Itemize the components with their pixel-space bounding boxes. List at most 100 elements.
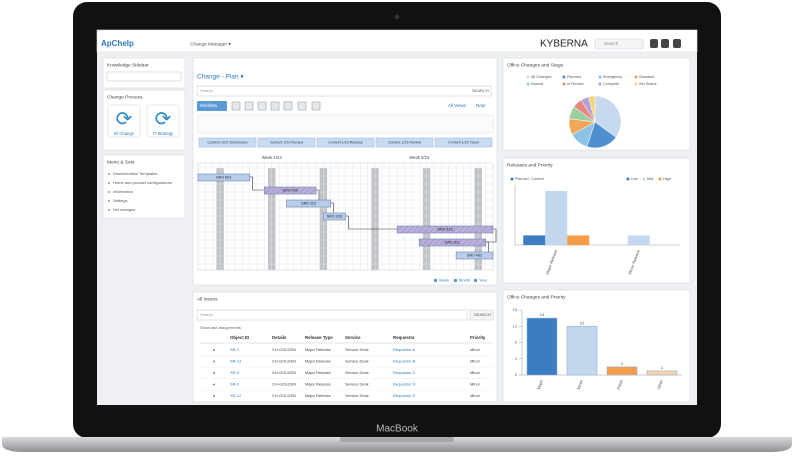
task-label: SR0 112 [301,201,317,206]
search-box[interactable] [594,38,644,50]
y-tick-label: 12 [513,323,518,328]
table-cell: Service Desk [345,393,369,398]
column-header [375,137,434,148]
top-icon[interactable] [661,39,669,48]
task-bar[interactable] [197,173,250,182]
table-cell: Requestor B [393,359,416,364]
table-header: Priority [470,335,486,340]
device-label: MacBook [376,424,419,435]
row-bullet [213,395,215,397]
column-header-label: Content 1/23 Review [270,140,304,144]
bar [567,235,590,245]
task-label: SR0 002 [282,188,298,193]
table-cell: Minor [470,382,481,387]
legend-swatch [598,75,602,79]
issues-search-button-label: SEARCH [474,312,491,317]
menu-item[interactable]: Information [113,189,133,194]
table-cell: Service Desk [345,347,369,352]
y-tick-label: 0 [515,372,518,377]
toolbar-icon[interactable] [283,101,293,111]
legend-swatch [562,75,566,79]
legend-swatch [526,177,530,181]
footer-label[interactable]: Year [479,278,488,283]
toolbar-icon[interactable] [244,101,254,111]
toolbar-button[interactable] [197,101,227,111]
top-icon[interactable] [650,39,658,48]
plan-link[interactable]: All Views [448,103,467,108]
toolbar-icon[interactable] [297,101,307,111]
timeline-strip [197,114,494,134]
plan-search-button[interactable]: SEARCH [472,88,489,93]
table-cell[interactable]: SR-3 [230,382,240,387]
task-label: SR0 203 [327,214,343,219]
issues-subtitle: Show last assignments [200,325,241,330]
legend-swatch [658,177,662,181]
menu-bullet [108,209,110,211]
footer-label[interactable]: Week [439,278,449,283]
table-cell: Requestor C [393,370,416,375]
top-bar [96,29,698,53]
plan-link[interactable]: Repr [476,103,486,108]
panel-title: Knowledge Sidebar [107,62,149,68]
footer-label[interactable]: Month [459,278,470,283]
table-cell: CH-GOLDEN [272,359,296,364]
task-bar[interactable] [323,212,346,221]
column-header-label: Content 1/23 Review [388,140,422,144]
y-tick-label: 8 [515,340,518,345]
menu-bullet [108,191,110,193]
toolbar-icon[interactable] [231,101,241,111]
legend-label: Current [531,177,545,181]
pie-slice [588,95,596,123]
legend-label: Complete [603,82,619,86]
sidebar-input[interactable] [106,71,182,82]
process-tile[interactable] [146,104,180,138]
plan-search[interactable] [196,85,492,97]
bar [566,325,598,376]
table-cell: Major Release [305,393,332,398]
table-cell[interactable]: SR-5 [230,370,240,375]
toolbar-icon[interactable] [257,101,267,111]
legend-swatch [562,82,566,86]
toolbar-label: Workflow [200,103,218,108]
table-cell: Minor [470,359,481,364]
table-cell[interactable]: SR-12 [230,393,242,398]
logo[interactable]: ApChelp [101,39,134,48]
task-hatch [419,239,486,246]
table-header: Object ID [230,335,249,340]
table-header: Service [345,335,361,340]
value-label: 1 [661,365,664,370]
panel-title: Office Changes and Stage [507,62,564,68]
task-bar[interactable] [455,251,494,260]
task-hatch [264,187,316,194]
table-cell[interactable]: SR-1 [230,347,240,352]
legend-label: Planned [567,75,581,79]
bar [526,317,558,376]
process-tile[interactable] [107,104,141,138]
menu-item[interactable]: Settings [113,198,127,203]
task-label: SR0 402 [467,253,483,258]
table-cell[interactable]: SR-13 [230,359,242,364]
menu-bullet [108,182,110,184]
issues-search[interactable] [196,309,468,321]
task-bar[interactable] [286,199,332,208]
top-icon[interactable] [673,39,681,48]
column-header [434,137,493,148]
issues-search-button[interactable] [469,309,494,321]
week-label: Week 2/23 [409,155,430,160]
legend-label: Mid [647,177,653,181]
menu-item[interactable]: Home and product configurations [113,180,172,185]
table-cell: Major Release [305,382,332,387]
toolbar-icon[interactable] [270,101,280,111]
panel-title: Office Changes and Priority [507,294,566,300]
menu-item[interactable]: Dissemination Templates [113,171,157,176]
table-cell: Major Release [305,370,332,375]
menu[interactable]: Change Manager ▾ [190,41,231,47]
table-cell: CH-GOLDEN [272,393,296,398]
laptop-base [2,437,792,452]
toolbar-icon[interactable] [311,101,321,111]
legend-label: All Changes [531,75,552,79]
menu-item[interactable]: Set changes [113,207,135,212]
legend-swatch [626,177,630,181]
